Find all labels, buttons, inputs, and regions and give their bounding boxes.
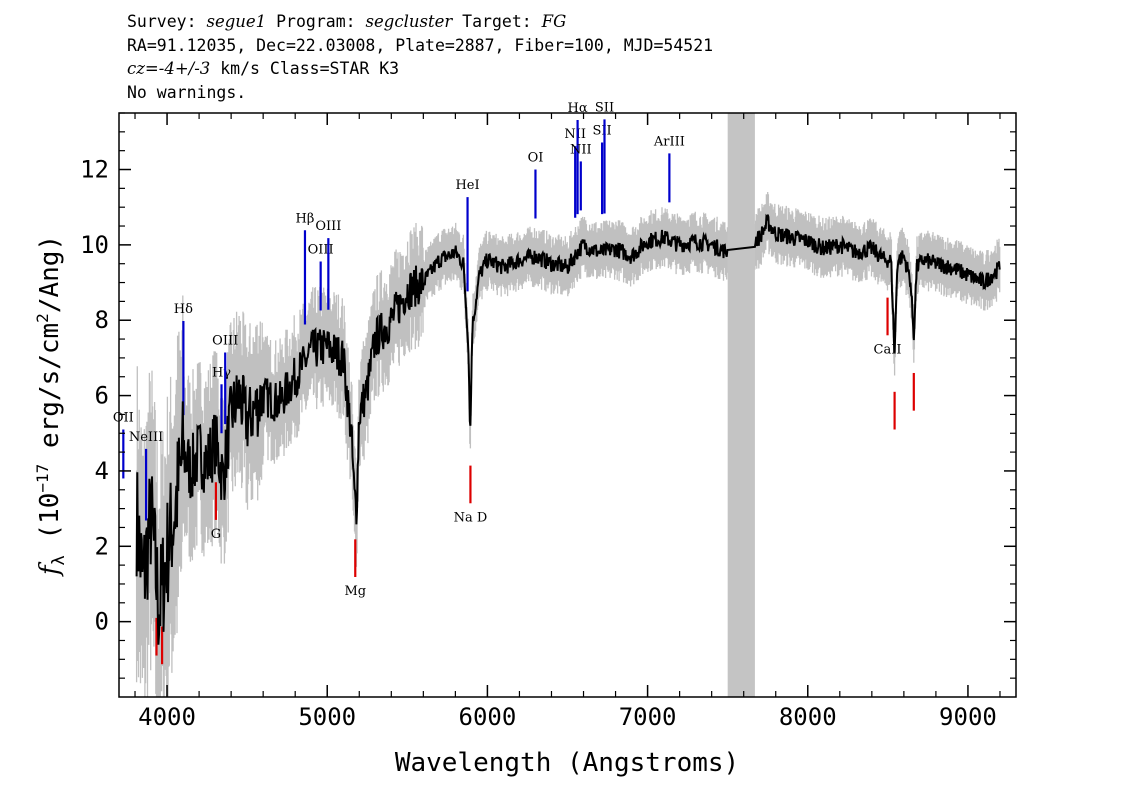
header-line-survey: Survey: segue1 Program: segcluster Targe… xyxy=(127,10,713,34)
line-label: ArIII xyxy=(653,134,685,149)
program-label: Program: xyxy=(276,12,356,31)
y-tick-label: 4 xyxy=(95,457,109,485)
line-marker-hei-8: HeI xyxy=(455,178,480,292)
line-label: OIII xyxy=(212,334,238,349)
header-line-redshift: cz=-4+/-3 km/s Class=STAR K3 xyxy=(127,57,713,81)
line-label: CaII xyxy=(874,342,902,357)
cz-value: -4+/-3 xyxy=(158,59,211,78)
line-label: SII xyxy=(595,100,614,115)
line-label: OIII xyxy=(308,242,334,257)
program-value: segcluster xyxy=(365,12,453,31)
header-line-warnings: No warnings. xyxy=(127,82,247,102)
y-tick-label: 10 xyxy=(80,231,109,259)
line-label: Hδ xyxy=(174,302,193,317)
line-marker-h-3: Hγ xyxy=(212,365,231,434)
line-label: NII xyxy=(570,142,592,157)
line-marker-oiii-4: OIII xyxy=(212,334,238,425)
target-value: FG xyxy=(541,12,567,31)
line-marker-mg-19: Mg xyxy=(344,539,366,599)
line-label: NeIII xyxy=(129,430,163,445)
line-label: HeI xyxy=(455,178,479,193)
y-title-exp: −17 xyxy=(33,464,52,493)
x-tick-label: 6000 xyxy=(459,703,517,731)
cz-unit: km/s xyxy=(220,59,260,78)
line-marker-layer: OIINeIIIHδHγOIIIHβOIIIOIIIHeIOINIIHαNIIS… xyxy=(113,100,915,665)
line-marker-nii-10: NII xyxy=(564,127,586,218)
plot-frame xyxy=(118,112,1017,698)
y-title-exp2: 2 xyxy=(33,313,52,323)
y-title-post: /Ang) xyxy=(35,235,65,313)
line-marker-oi-9: OI xyxy=(528,151,544,219)
line-marker-ariii-15: ArIII xyxy=(653,134,685,203)
y-tick-label: 0 xyxy=(95,608,109,636)
x-tick-label: 5000 xyxy=(298,703,356,731)
x-tick-label: 4000 xyxy=(138,703,196,731)
line-label: SII xyxy=(593,124,612,139)
line-marker-g-18: G xyxy=(211,482,221,542)
survey-label: Survey: xyxy=(127,12,197,31)
line-label: OI xyxy=(528,151,544,166)
x-tick-label: 9000 xyxy=(939,703,997,731)
header-line-coordinates: RA=91.12035, Dec=22.03008, Plate=2887, F… xyxy=(127,35,714,55)
x-tick-label: 7000 xyxy=(619,703,677,731)
spectrum-line xyxy=(135,213,1001,645)
x-axis-ticks: 4000 5000 6000 7000 8000 9000 xyxy=(134,113,1001,731)
line-marker-h-2: Hδ xyxy=(174,302,193,416)
line-marker-nad-20: Na D xyxy=(454,465,488,525)
line-marker-nii-12: NII xyxy=(570,142,592,211)
line-marker-sii-14: SII xyxy=(595,100,614,214)
class-value: Class=STAR K3 xyxy=(269,59,400,78)
spectrum-header: Survey: segue1 Program: segcluster Targe… xyxy=(127,10,713,104)
y-title-sub: λ xyxy=(49,555,69,565)
x-axis-title: Wavelength (Angstroms) xyxy=(395,748,739,778)
line-label: Mg xyxy=(344,584,366,599)
y-tick-label: 2 xyxy=(95,532,109,560)
line-marker-sii-13: SII xyxy=(593,124,612,215)
line-label: OII xyxy=(113,410,134,425)
line-label: Hβ xyxy=(296,211,315,226)
line-label: NII xyxy=(564,127,586,142)
y-tick-label: 8 xyxy=(95,306,109,334)
x-tick-label: 8000 xyxy=(779,703,837,731)
line-marker-h-5: Hβ xyxy=(296,211,315,325)
line-marker-h-11: Hα xyxy=(568,101,588,215)
line-label: Na D xyxy=(454,510,488,525)
line-marker-oiii-7: OIII xyxy=(315,219,341,310)
cz-label: cz= xyxy=(127,59,159,78)
y-axis-ticks: 0 2 4 6 8 10 12 xyxy=(80,112,1016,679)
target-label: Target: xyxy=(462,12,532,31)
line-marker-neiii-1: NeIII xyxy=(129,430,163,521)
y-tick-label: 12 xyxy=(80,156,109,184)
line-label: Hγ xyxy=(212,365,231,380)
y-title-pre: (10 xyxy=(35,493,65,556)
y-title-mid: erg/s/cm xyxy=(35,323,65,464)
line-marker-caii-21: CaII xyxy=(874,297,902,357)
line-marker-oiii-6: OIII xyxy=(308,242,334,311)
y-tick-label: 6 xyxy=(95,382,109,410)
line-label: Hα xyxy=(568,101,588,116)
masked-region xyxy=(727,113,755,697)
line-label: OIII xyxy=(315,219,341,234)
line-label: G xyxy=(211,527,221,542)
survey-value: segue1 xyxy=(206,12,267,31)
y-axis-title: fλ (10−17 erg/s/cm2/Ang) xyxy=(33,235,69,577)
